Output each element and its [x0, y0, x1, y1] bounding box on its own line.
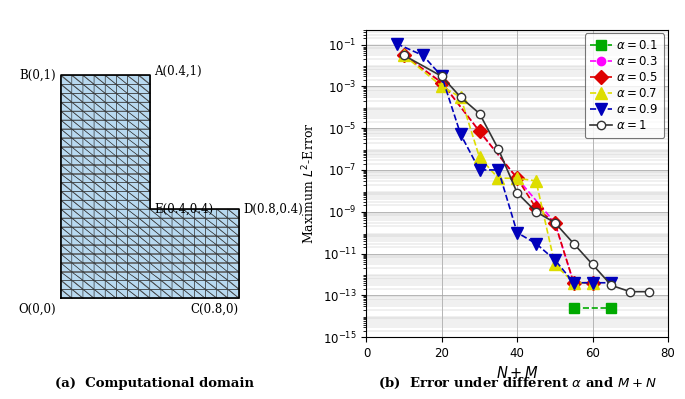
- $\alpha = 0.3$: [475, 129, 484, 134]
- Legend: $\alpha = 0.1$, $\alpha = 0.3$, $\alpha = 0.5$, $\alpha = 0.7$, $\alpha = 0.9$, : $\alpha = 0.1$, $\alpha = 0.3$, $\alpha …: [584, 34, 664, 138]
- Text: (a)  Computational domain: (a) Computational domain: [55, 377, 253, 389]
- $\alpha = 0.1$: [570, 306, 578, 310]
- $\alpha = 0.7$: [513, 176, 521, 181]
- $\alpha = 1$: [513, 190, 521, 195]
- $\alpha = 0.7$: [456, 95, 464, 100]
- $\alpha = 1$: [626, 289, 634, 294]
- Text: D(0.8,0.4): D(0.8,0.4): [243, 203, 303, 215]
- $\alpha = 0.7$: [400, 53, 408, 58]
- $\alpha = 0.7$: [438, 84, 446, 89]
- $\alpha = 0.5$: [570, 280, 578, 285]
- Text: C(0.8,0): C(0.8,0): [190, 303, 239, 316]
- $\alpha = 0.7$: [570, 280, 578, 285]
- Line: $\alpha = 0.3$: $\alpha = 0.3$: [400, 51, 597, 287]
- $\alpha = 0.9$: [438, 74, 446, 79]
- $\alpha = 0.5$: [588, 280, 597, 285]
- X-axis label: $N + M$: $N + M$: [496, 365, 538, 381]
- $\alpha = 0.7$: [475, 155, 484, 160]
- $\alpha = 1$: [608, 283, 616, 288]
- Text: O(0,0): O(0,0): [18, 303, 56, 316]
- Text: (b)  Error under different $\alpha$ and $M + N$: (b) Error under different $\alpha$ and $…: [378, 375, 656, 391]
- $\alpha = 1$: [645, 289, 653, 294]
- $\alpha = 0.5$: [532, 205, 540, 210]
- $\alpha = 0.9$: [456, 132, 464, 137]
- $\alpha = 0.5$: [400, 53, 408, 58]
- $\alpha = 0.9$: [608, 280, 616, 285]
- $\alpha = 0.7$: [551, 262, 559, 267]
- Line: $\alpha = 0.9$: $\alpha = 0.9$: [390, 38, 618, 289]
- Text: A(0.4,1): A(0.4,1): [154, 65, 202, 77]
- $\alpha = 1$: [551, 220, 559, 225]
- $\alpha = 1$: [495, 147, 503, 152]
- $\alpha = 1$: [438, 74, 446, 79]
- $\alpha = 1$: [475, 111, 484, 116]
- $\alpha = 0.5$: [475, 129, 484, 134]
- $\alpha = 0.9$: [551, 257, 559, 262]
- Y-axis label: Maximum $L^2$-Error: Maximum $L^2$-Error: [301, 123, 317, 244]
- Line: $\alpha = 1$: $\alpha = 1$: [400, 51, 653, 296]
- $\alpha = 0.9$: [532, 241, 540, 246]
- $\alpha = 0.9$: [588, 280, 597, 285]
- $\alpha = 0.5$: [438, 80, 446, 85]
- $\alpha = 0.3$: [513, 176, 521, 181]
- $\alpha = 0.5$: [551, 220, 559, 225]
- $\alpha = 0.9$: [393, 41, 401, 46]
- $\alpha = 0.7$: [532, 178, 540, 183]
- Text: B(0,1): B(0,1): [20, 69, 56, 82]
- $\alpha = 0.1$: [608, 306, 616, 310]
- $\alpha = 0.7$: [495, 176, 503, 181]
- $\alpha = 0.7$: [588, 280, 597, 285]
- $\alpha = 0.9$: [419, 53, 427, 58]
- Line: $\alpha = 0.7$: $\alpha = 0.7$: [398, 49, 599, 289]
- $\alpha = 0.9$: [570, 280, 578, 285]
- Line: $\alpha = 0.1$: $\alpha = 0.1$: [569, 303, 616, 313]
- $\alpha = 0.9$: [513, 230, 521, 235]
- $\alpha = 0.3$: [570, 280, 578, 285]
- $\alpha = 0.3$: [438, 80, 446, 85]
- Text: E(0.4,0.4): E(0.4,0.4): [154, 203, 213, 215]
- $\alpha = 0.9$: [495, 168, 503, 172]
- $\alpha = 0.3$: [588, 280, 597, 285]
- $\alpha = 1$: [570, 241, 578, 246]
- $\alpha = 1$: [400, 53, 408, 58]
- $\alpha = 0.9$: [475, 168, 484, 172]
- $\alpha = 1$: [456, 95, 464, 100]
- $\alpha = 0.3$: [551, 220, 559, 225]
- Line: $\alpha = 0.5$: $\alpha = 0.5$: [399, 51, 597, 288]
- $\alpha = 1$: [532, 209, 540, 214]
- $\alpha = 1$: [588, 262, 597, 267]
- $\alpha = 0.5$: [513, 176, 521, 181]
- $\alpha = 0.3$: [400, 53, 408, 58]
